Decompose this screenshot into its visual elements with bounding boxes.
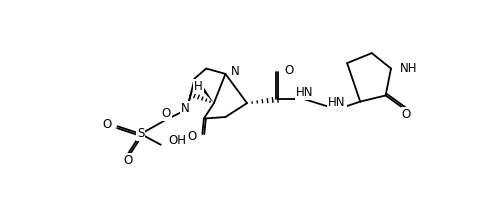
Text: HN: HN xyxy=(296,86,314,99)
Text: NH: NH xyxy=(400,62,417,75)
Polygon shape xyxy=(200,85,214,103)
Text: HN: HN xyxy=(328,96,346,109)
Text: OH: OH xyxy=(168,134,186,147)
Text: N: N xyxy=(231,65,239,78)
Text: O: O xyxy=(162,107,171,120)
Text: O: O xyxy=(124,154,133,167)
Text: H: H xyxy=(194,80,203,93)
Text: O: O xyxy=(402,108,411,121)
Text: O: O xyxy=(284,64,293,77)
Text: N: N xyxy=(181,102,190,115)
Text: O: O xyxy=(187,130,196,143)
Text: O: O xyxy=(102,118,112,131)
Text: S: S xyxy=(137,128,144,140)
